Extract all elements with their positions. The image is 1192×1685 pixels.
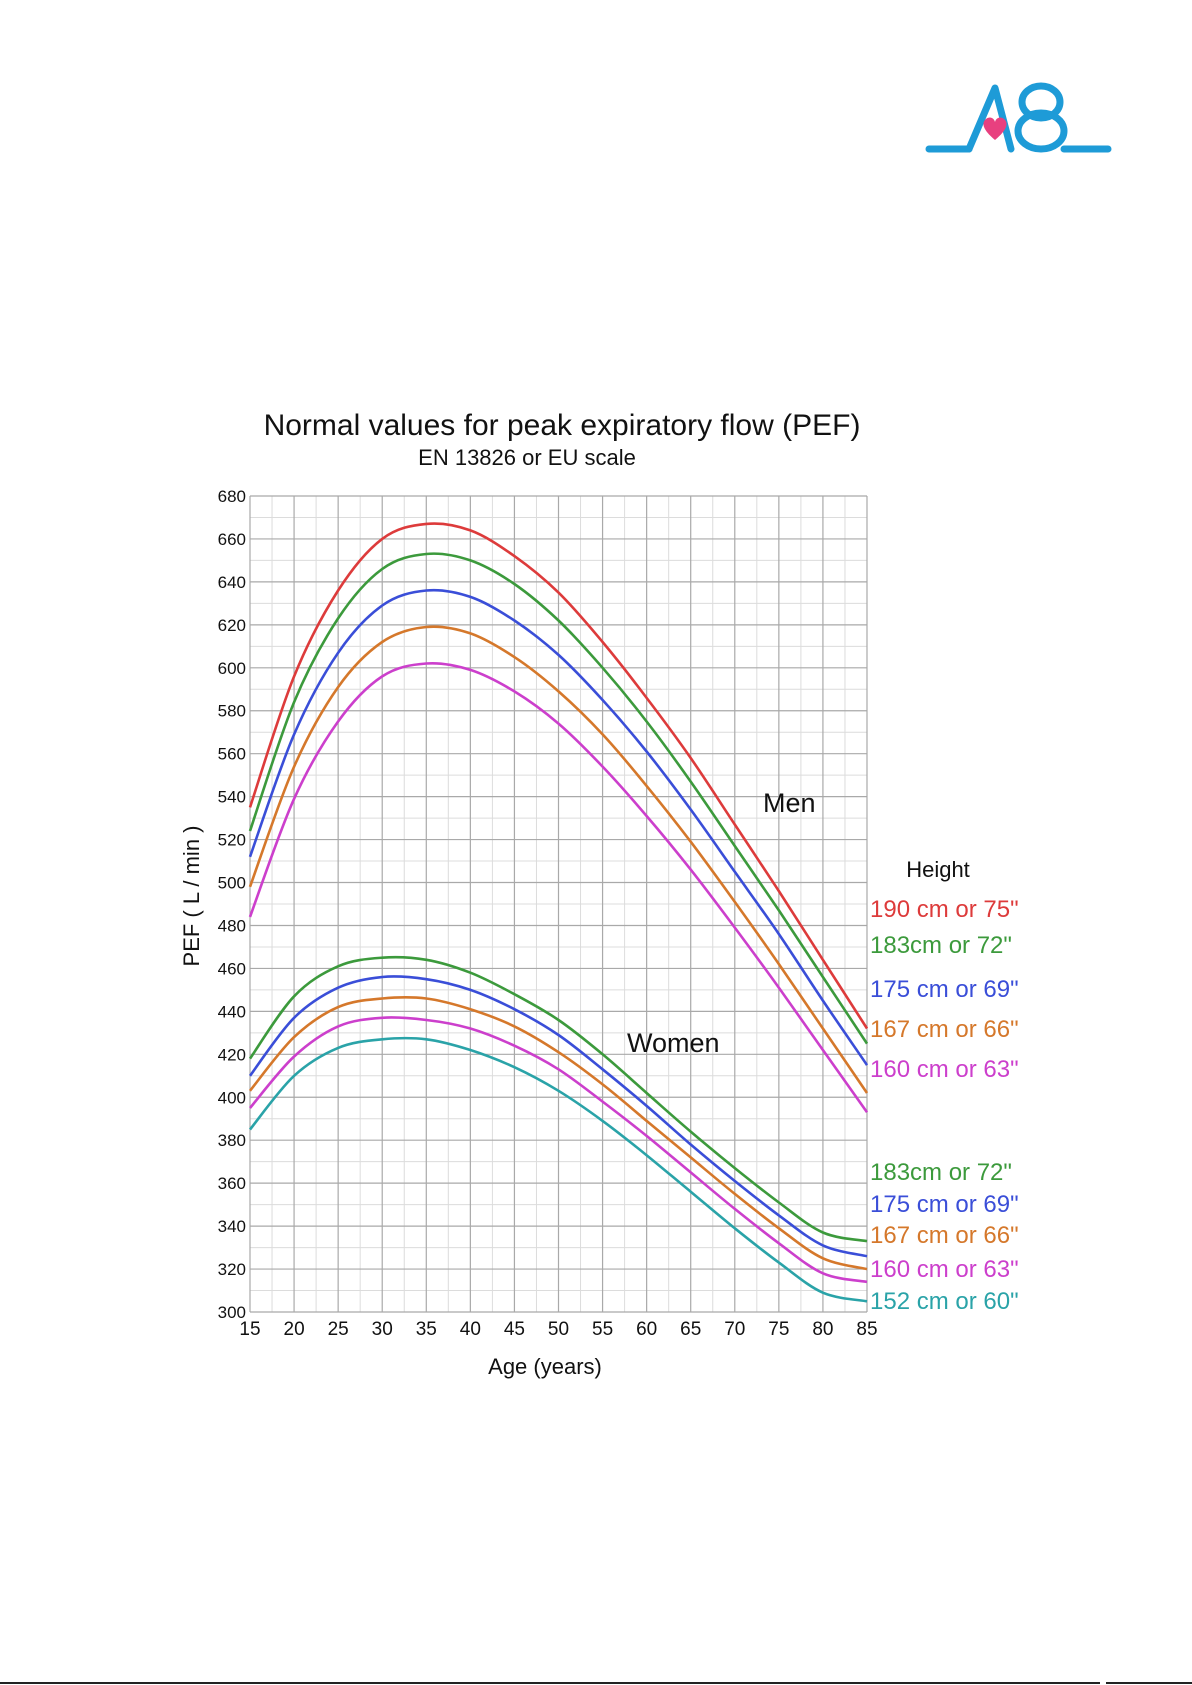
series-men-183cm-or-72 (248, 552, 869, 1045)
x-tick-label: 35 (416, 1319, 437, 1340)
heart-icon (983, 117, 1007, 140)
legend-men-190-cm-or-75: 190 cm or 75" (870, 896, 1019, 923)
y-tick-label: 340 (218, 1217, 246, 1236)
x-tick-label: 55 (592, 1319, 613, 1340)
y-tick-label: 580 (218, 702, 246, 721)
y-tick-label: 400 (218, 1088, 246, 1107)
y-tick-label: 300 (218, 1303, 246, 1322)
series-lines (248, 522, 869, 1303)
y-tick-label: 320 (218, 1260, 246, 1279)
y-tick-label: 420 (218, 1045, 246, 1064)
legend-women-175-cm-or-69: 175 cm or 69" (870, 1191, 1019, 1218)
y-axis-ticks: 300 320 340 360 380 400 420 440 460 480 500 520 540 5… (218, 487, 246, 1322)
x-tick-label: 50 (548, 1319, 569, 1340)
annotation-men: Men (763, 788, 816, 818)
series-women-175-cm-or-69 (248, 975, 868, 1258)
x-tick-label: 45 (504, 1319, 525, 1340)
y-tick-label: 460 (218, 959, 246, 978)
y-tick-label: 480 (218, 916, 246, 935)
legend: 190 cm or 75" 183cm or 72" 175 cm or 69" 16… (870, 896, 1019, 1315)
x-tick-label: 60 (636, 1319, 657, 1340)
y-tick-label: 440 (218, 1002, 246, 1021)
x-tick-label: 80 (812, 1319, 833, 1340)
y-tick-label: 680 (218, 487, 246, 506)
annotation-women: Women (627, 1028, 720, 1058)
x-tick-label: 20 (284, 1319, 305, 1340)
legend-men-160-cm-or-63: 160 cm or 63" (870, 1056, 1019, 1083)
chart-title: Normal values for peak expiratory flow (… (264, 409, 861, 442)
series-men-190-cm-or-75 (248, 522, 869, 1030)
legend-women-160-cm-or-63: 160 cm or 63" (870, 1256, 1019, 1283)
x-tick-label: 25 (328, 1319, 349, 1340)
x-tick-label: 15 (239, 1319, 260, 1340)
legend-women-167-cm-or-66: 167 cm or 66" (870, 1222, 1019, 1249)
y-tick-label: 640 (218, 573, 246, 592)
y-tick-label: 540 (218, 788, 246, 807)
a8-logo (925, 82, 1112, 153)
series-women-152-cm-or-60 (248, 1036, 868, 1303)
series-men-160-cm-or-63 (248, 661, 869, 1114)
logo-eight-bottom (1014, 109, 1068, 153)
legend-men-167-cm-or-66: 167 cm or 66" (870, 1016, 1019, 1043)
y-tick-label: 620 (218, 616, 246, 635)
series-women-167-cm-or-66 (248, 996, 868, 1271)
page-bottom-rule (0, 1682, 1192, 1684)
series-women-160-cm-or-63 (249, 1016, 868, 1284)
x-tick-label: 75 (768, 1319, 789, 1340)
legend-men-175-cm-or-69: 175 cm or 69" (870, 976, 1019, 1003)
y-tick-label: 520 (218, 831, 246, 850)
logo-eight-top (1018, 82, 1064, 122)
chart-subtitle: EN 13826 or EU scale (418, 445, 636, 470)
legend-men-183cm-or-72: 183cm or 72" (870, 932, 1012, 959)
y-tick-label: 560 (218, 745, 246, 764)
series-men-167-cm-or-66 (248, 625, 869, 1094)
x-tick-label: 65 (680, 1319, 701, 1340)
legend-women-152-cm-or-60: 152 cm or 60" (870, 1288, 1019, 1315)
y-tick-label: 660 (218, 530, 246, 549)
x-axis-label: Age (years) (488, 1354, 602, 1379)
y-tick-label: 360 (218, 1174, 246, 1193)
x-tick-label: 40 (460, 1319, 481, 1340)
series-women-183cm-or-72 (248, 955, 868, 1243)
grid-major (249, 495, 868, 1313)
logo-letter-a (965, 84, 1015, 153)
x-tick-label: 70 (724, 1319, 745, 1340)
y-tick-label: 600 (218, 659, 246, 678)
x-axis-ticks: 15 20 25 30 35 40 45 50 55 60 65 70 75 80 85 (239, 1319, 877, 1340)
y-tick-label: 500 (218, 874, 246, 893)
x-tick-label: 30 (372, 1319, 393, 1340)
legend-title: Height (906, 857, 970, 882)
y-axis-label: PEF ( L / min ) (179, 826, 204, 967)
y-tick-label: 380 (218, 1131, 246, 1150)
legend-women-183cm-or-72: 183cm or 72" (870, 1159, 1012, 1186)
x-tick-label: 85 (856, 1319, 877, 1340)
series-men-175-cm-or-69 (248, 588, 869, 1066)
